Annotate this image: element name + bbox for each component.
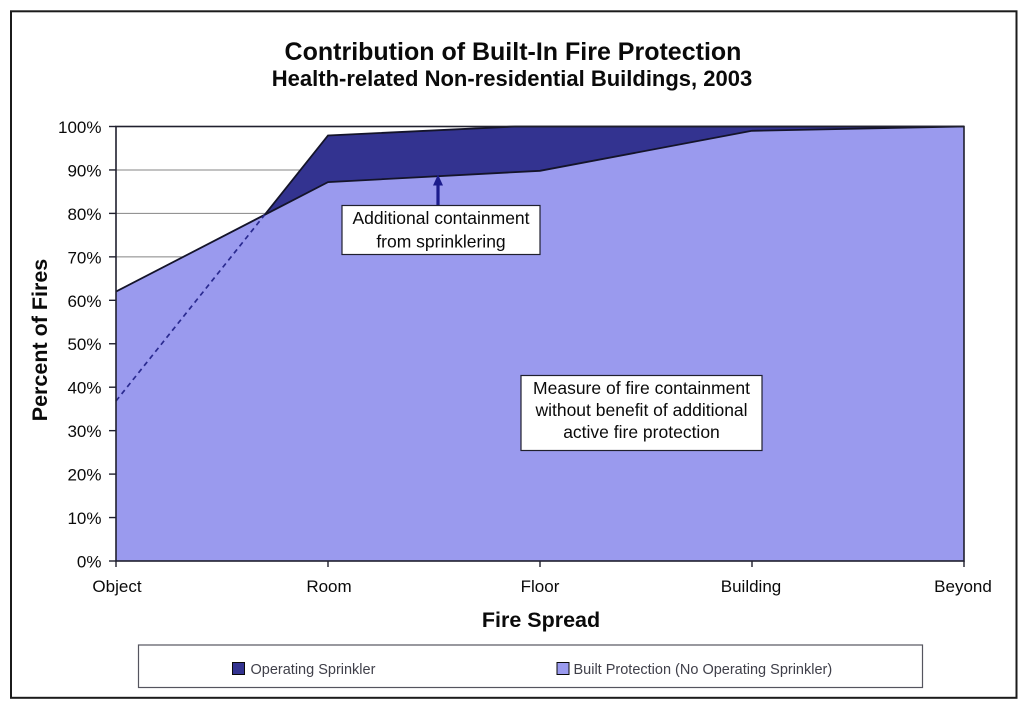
svg-text:Additional containment: Additional containment	[352, 208, 529, 228]
svg-text:0%: 0%	[77, 553, 102, 572]
svg-text:100%: 100%	[58, 118, 101, 137]
svg-text:Floor: Floor	[521, 577, 560, 596]
svg-text:40%: 40%	[67, 379, 101, 398]
svg-text:90%: 90%	[67, 161, 101, 180]
svg-text:Percent of Fires: Percent of Fires	[28, 259, 52, 422]
svg-text:Measure of fire containment: Measure of fire containment	[533, 378, 750, 398]
svg-text:70%: 70%	[67, 248, 101, 267]
svg-text:Contribution of Built-In Fire: Contribution of Built-In Fire Protection	[285, 38, 742, 66]
svg-text:30%: 30%	[67, 422, 101, 441]
svg-text:Beyond: Beyond	[934, 577, 992, 596]
svg-text:Object: Object	[92, 577, 141, 596]
svg-text:20%: 20%	[67, 466, 101, 485]
svg-text:60%: 60%	[67, 292, 101, 311]
svg-text:without benefit of additional: without benefit of additional	[534, 400, 747, 420]
svg-text:Operating Sprinkler: Operating Sprinkler	[251, 662, 376, 678]
svg-text:10%: 10%	[67, 509, 101, 528]
svg-text:from sprinklering: from sprinklering	[376, 232, 505, 252]
svg-text:Built Protection (No Operating: Built Protection (No Operating Sprinkler…	[574, 662, 833, 678]
svg-text:Building: Building	[721, 577, 782, 596]
svg-text:80%: 80%	[67, 205, 101, 224]
svg-text:Room: Room	[306, 577, 351, 596]
svg-text:50%: 50%	[67, 335, 101, 354]
svg-text:Fire Spread: Fire Spread	[482, 608, 600, 632]
svg-text:active fire protection: active fire protection	[563, 422, 720, 442]
svg-text:Health-related Non-residential: Health-related Non-residential Buildings…	[272, 66, 752, 91]
